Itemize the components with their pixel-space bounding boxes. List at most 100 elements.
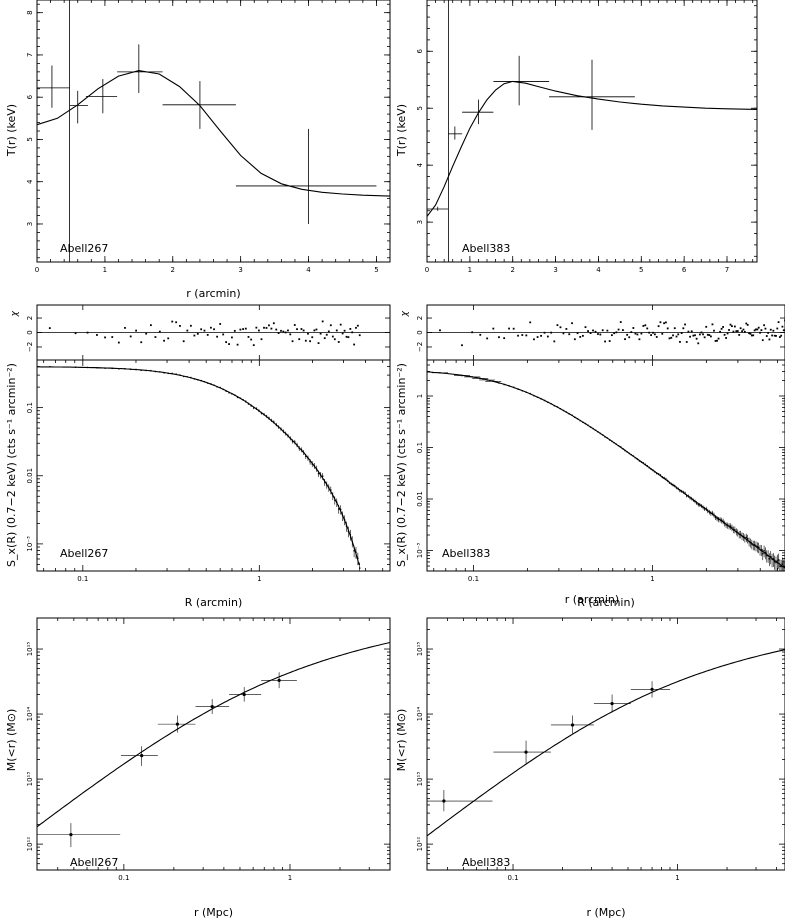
data-point [745,536,747,539]
residual-point [486,337,489,340]
data-point [154,370,157,373]
data-point [200,379,202,382]
x-tick-label: 6 [682,266,687,274]
data-point [687,495,690,497]
residual-point [233,329,236,332]
data-point [650,687,654,691]
residual-point [632,327,635,329]
residual-point [124,326,126,329]
residual-point [293,324,296,326]
data-point [309,461,311,463]
residual-point [355,326,357,329]
data-point [652,469,654,472]
residual-point [492,327,495,330]
data-point [357,557,359,560]
x-tick-label: 0.1 [507,874,518,882]
x-tick-label: 1 [257,575,261,583]
data-point [646,465,648,467]
data-point [247,403,250,405]
residual-point [611,334,613,337]
data-point [734,529,736,531]
residual-point [733,325,736,328]
data-point [255,407,258,410]
residual-point [536,336,539,338]
temperature-panel-a383: 0 1 2 3 4 5 6 7 3 4 5 6 r (arcmin) T(r) (keV) Abell383 [395,0,758,606]
residual-point [775,335,777,337]
residual-point [250,338,253,341]
data-point [620,446,622,448]
residual-point [556,324,559,327]
data-point [268,417,270,419]
y-axis-label: M(<r) (M⊙) [5,709,18,772]
x-tick-label: 0 [425,266,429,274]
data-point [608,439,611,441]
data-point [659,474,662,476]
data-point [140,753,144,758]
data-point [529,392,531,395]
data-point [668,482,671,484]
x-tick-label: 1 [288,874,292,882]
residual-point [741,330,743,333]
data-point [550,403,552,405]
residual-point [200,328,203,331]
data-point [536,396,539,398]
data-point [124,367,126,370]
residual-point [358,334,361,337]
residual-point [179,325,181,327]
residual-point [167,337,170,340]
residual-point [636,333,639,336]
data-point [343,519,346,521]
data-point [471,376,473,378]
cluster-label: Abell383 [462,856,510,869]
residual-point [302,329,305,332]
data-point [345,525,348,527]
residual-point [568,333,571,336]
residual-point [345,335,348,338]
residual-point [111,336,114,338]
data-point [307,457,309,459]
residual-point [742,328,745,331]
residual-point [716,339,718,342]
temperature-model-curve [36,70,391,197]
residual-point [260,338,263,341]
data-point [700,505,703,507]
x-tick-label: 1 [675,874,679,882]
residual-point [255,326,258,329]
data-point [225,390,227,392]
data-point [777,559,780,561]
residual-point [723,333,726,336]
residual-point [655,336,658,338]
data-point [284,432,287,435]
data-point [632,455,635,457]
x-tick-label: 4 [306,266,311,274]
data-point [705,508,707,510]
data-point [611,440,613,443]
residual-point [763,324,766,327]
x-tick-label: 2 [171,266,175,274]
residual-point [646,327,649,330]
data-point [783,565,785,568]
data-point [49,366,51,368]
data-point [326,484,328,486]
residual-point [672,334,674,337]
residual-point [117,341,120,344]
residual-axis-label: χ [400,310,410,317]
y-axis-label: S_x(R) (0.7−2 keV) (cts s⁻¹ arcmin⁻²) [395,363,408,567]
data-point [96,367,98,369]
data-point [245,400,247,403]
residual-point [287,329,289,332]
residual-point [755,328,757,331]
residual-point [760,329,763,332]
data-point [524,750,528,754]
residual-point [634,332,637,335]
residual-point [284,331,287,334]
residual-point [776,327,779,330]
residual-tick-label: 2 [416,316,424,320]
residual-point [756,328,759,331]
data-point [762,553,764,555]
residual-point [300,328,303,330]
data-point [171,372,173,375]
data-point [347,530,350,533]
residual-point [289,333,292,336]
residual-point [553,340,556,343]
